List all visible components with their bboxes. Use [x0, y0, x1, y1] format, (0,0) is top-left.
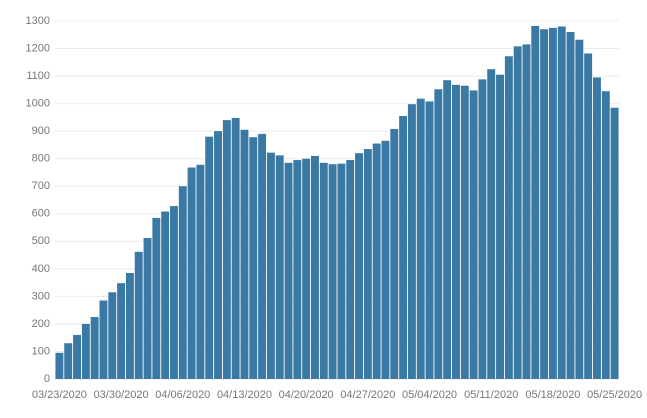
bar — [425, 101, 434, 380]
bar — [284, 162, 293, 379]
bar — [346, 160, 355, 379]
bar — [496, 74, 504, 379]
bar — [557, 26, 566, 380]
bar — [548, 27, 557, 380]
bar — [275, 155, 284, 379]
bar — [443, 80, 452, 379]
bar — [302, 158, 311, 379]
bar — [187, 167, 196, 379]
bar — [125, 272, 134, 379]
bar — [416, 98, 425, 380]
bar — [399, 116, 408, 379]
bar — [593, 77, 601, 379]
bar — [152, 217, 161, 379]
y-tick-label: 1100 — [26, 70, 50, 82]
y-tick-label: 500 — [32, 235, 50, 247]
bar — [90, 317, 99, 379]
bar — [55, 352, 64, 379]
x-tick-label: 03/30/2020 — [94, 389, 149, 401]
bar — [73, 334, 81, 379]
bar — [610, 107, 619, 379]
bar — [575, 39, 584, 379]
y-tick-label: 900 — [32, 125, 50, 137]
bar — [143, 238, 152, 379]
bar — [231, 117, 240, 379]
bar — [161, 211, 170, 379]
bar — [178, 186, 187, 379]
y-tick-label: 1000 — [26, 98, 50, 110]
bar — [601, 91, 610, 379]
bar — [522, 44, 531, 380]
y-tick-label: 700 — [32, 180, 50, 192]
y-tick-label: 300 — [32, 290, 50, 302]
bar — [214, 131, 222, 379]
x-tick-label: 05/11/2020 — [464, 389, 518, 401]
bar — [372, 143, 381, 379]
bar — [319, 162, 328, 379]
bar — [108, 292, 117, 379]
bar — [584, 53, 593, 379]
bar — [363, 149, 372, 379]
bar — [566, 32, 575, 380]
bar — [381, 140, 390, 379]
bar — [540, 29, 549, 380]
x-tick-label: 05/18/2020 — [525, 389, 580, 401]
y-tick-label: 100 — [32, 345, 50, 357]
bar — [99, 300, 108, 379]
x-tick-label: 05/04/2020 — [402, 389, 457, 401]
bar — [390, 128, 399, 379]
bar — [222, 120, 231, 379]
bar — [434, 89, 443, 380]
bar — [205, 136, 214, 379]
y-tick-label: 200 — [32, 318, 50, 330]
bar — [504, 56, 513, 379]
bar — [311, 155, 319, 379]
bar — [117, 283, 126, 379]
bar — [249, 137, 258, 379]
bar — [478, 79, 487, 380]
bar — [513, 46, 522, 379]
y-tick-label: 1300 — [26, 15, 50, 27]
y-tick-label: 400 — [32, 263, 50, 275]
bar — [355, 153, 363, 379]
y-tick-label: 1200 — [26, 42, 50, 54]
x-tick-label: 05/25/2020 — [587, 389, 642, 401]
y-tick-label: 800 — [32, 153, 50, 165]
bar — [328, 164, 337, 379]
bar — [134, 251, 143, 379]
bar — [266, 152, 275, 379]
x-tick-label: 04/06/2020 — [155, 389, 210, 401]
bar — [487, 69, 496, 379]
x-tick-label: 04/20/2020 — [279, 389, 334, 401]
x-tick-label: 04/13/2020 — [217, 389, 272, 401]
y-tick-label: 0 — [44, 373, 50, 385]
bar — [293, 160, 302, 379]
bar — [469, 90, 478, 380]
bar — [240, 129, 249, 379]
bar — [337, 163, 346, 379]
x-tick-label: 04/27/2020 — [340, 389, 395, 401]
bar — [64, 343, 73, 379]
x-tick-label: 03/23/2020 — [32, 389, 87, 401]
bar — [81, 323, 90, 379]
bar — [196, 164, 205, 379]
bar — [407, 104, 416, 380]
bar — [170, 206, 178, 379]
bar — [531, 25, 540, 380]
bar — [452, 84, 460, 380]
bar — [258, 133, 267, 379]
bar — [460, 85, 469, 379]
y-tick-label: 600 — [32, 208, 50, 220]
